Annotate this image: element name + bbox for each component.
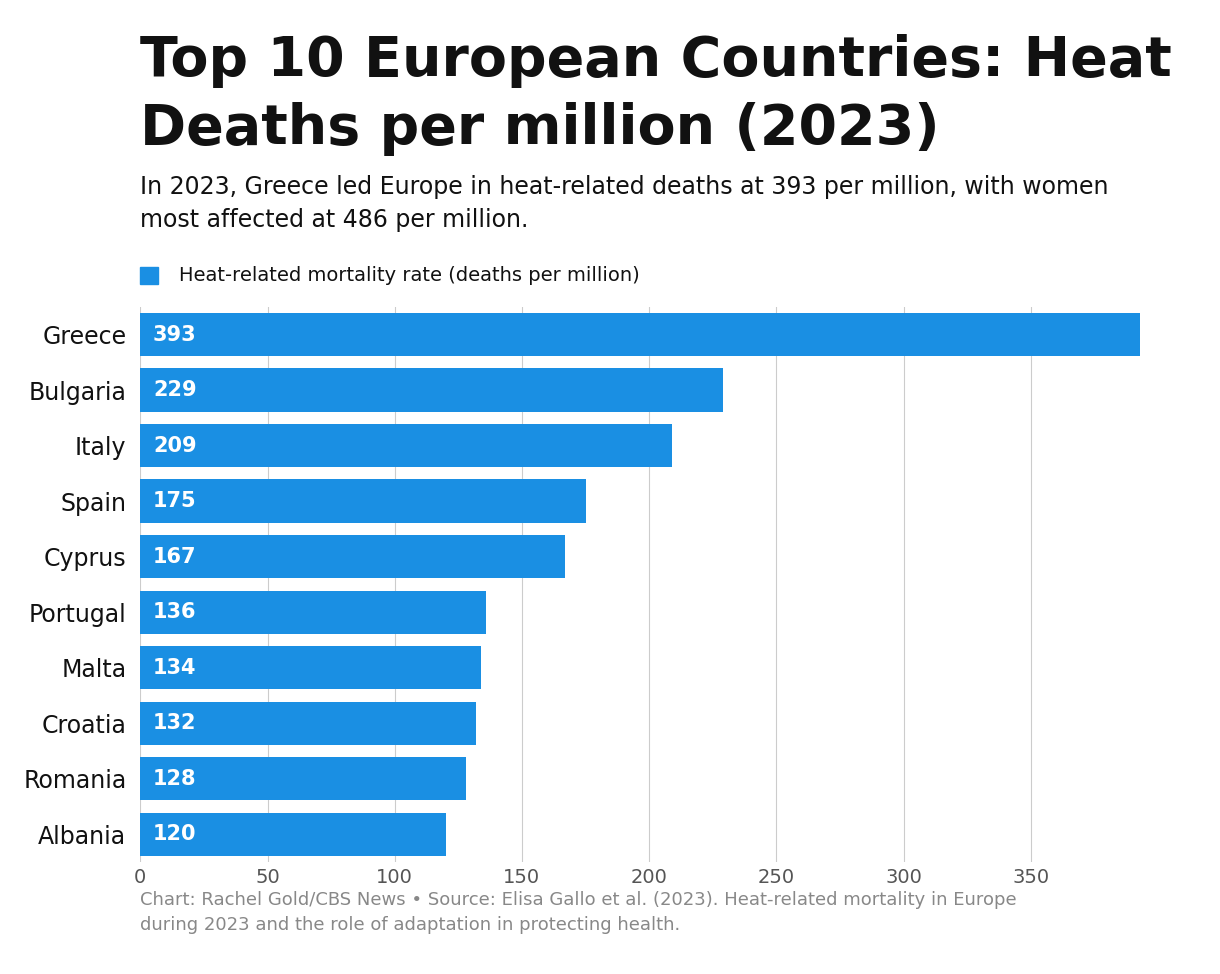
Bar [140, 479, 586, 523]
Text: Deaths per million (2023): Deaths per million (2023) [140, 102, 939, 156]
Bar [140, 701, 476, 745]
Bar [140, 424, 672, 468]
Text: Top 10 European Countries: Heat: Top 10 European Countries: Heat [140, 34, 1172, 88]
Bar [140, 313, 1141, 356]
Text: 229: 229 [152, 380, 196, 400]
Text: 175: 175 [152, 491, 196, 511]
Bar [140, 757, 466, 801]
Text: 209: 209 [152, 435, 196, 456]
Bar [140, 535, 565, 579]
Text: 128: 128 [152, 768, 196, 789]
Text: 134: 134 [152, 657, 196, 678]
Text: 393: 393 [152, 324, 196, 345]
Text: In 2023, Greece led Europe in heat-related deaths at 393 per million, with women: In 2023, Greece led Europe in heat-relat… [140, 175, 1109, 232]
Text: 132: 132 [152, 713, 196, 733]
Text: 167: 167 [152, 546, 196, 567]
Bar [140, 646, 481, 690]
Bar [140, 368, 723, 412]
Text: Heat-related mortality rate (deaths per million): Heat-related mortality rate (deaths per … [179, 266, 640, 285]
Text: Chart: Rachel Gold/CBS News • Source: Elisa Gallo et al. (2023). Heat-related mo: Chart: Rachel Gold/CBS News • Source: El… [140, 891, 1017, 934]
Text: 136: 136 [152, 602, 196, 622]
Text: 120: 120 [152, 824, 196, 844]
Bar [140, 812, 445, 856]
Bar [140, 590, 487, 634]
